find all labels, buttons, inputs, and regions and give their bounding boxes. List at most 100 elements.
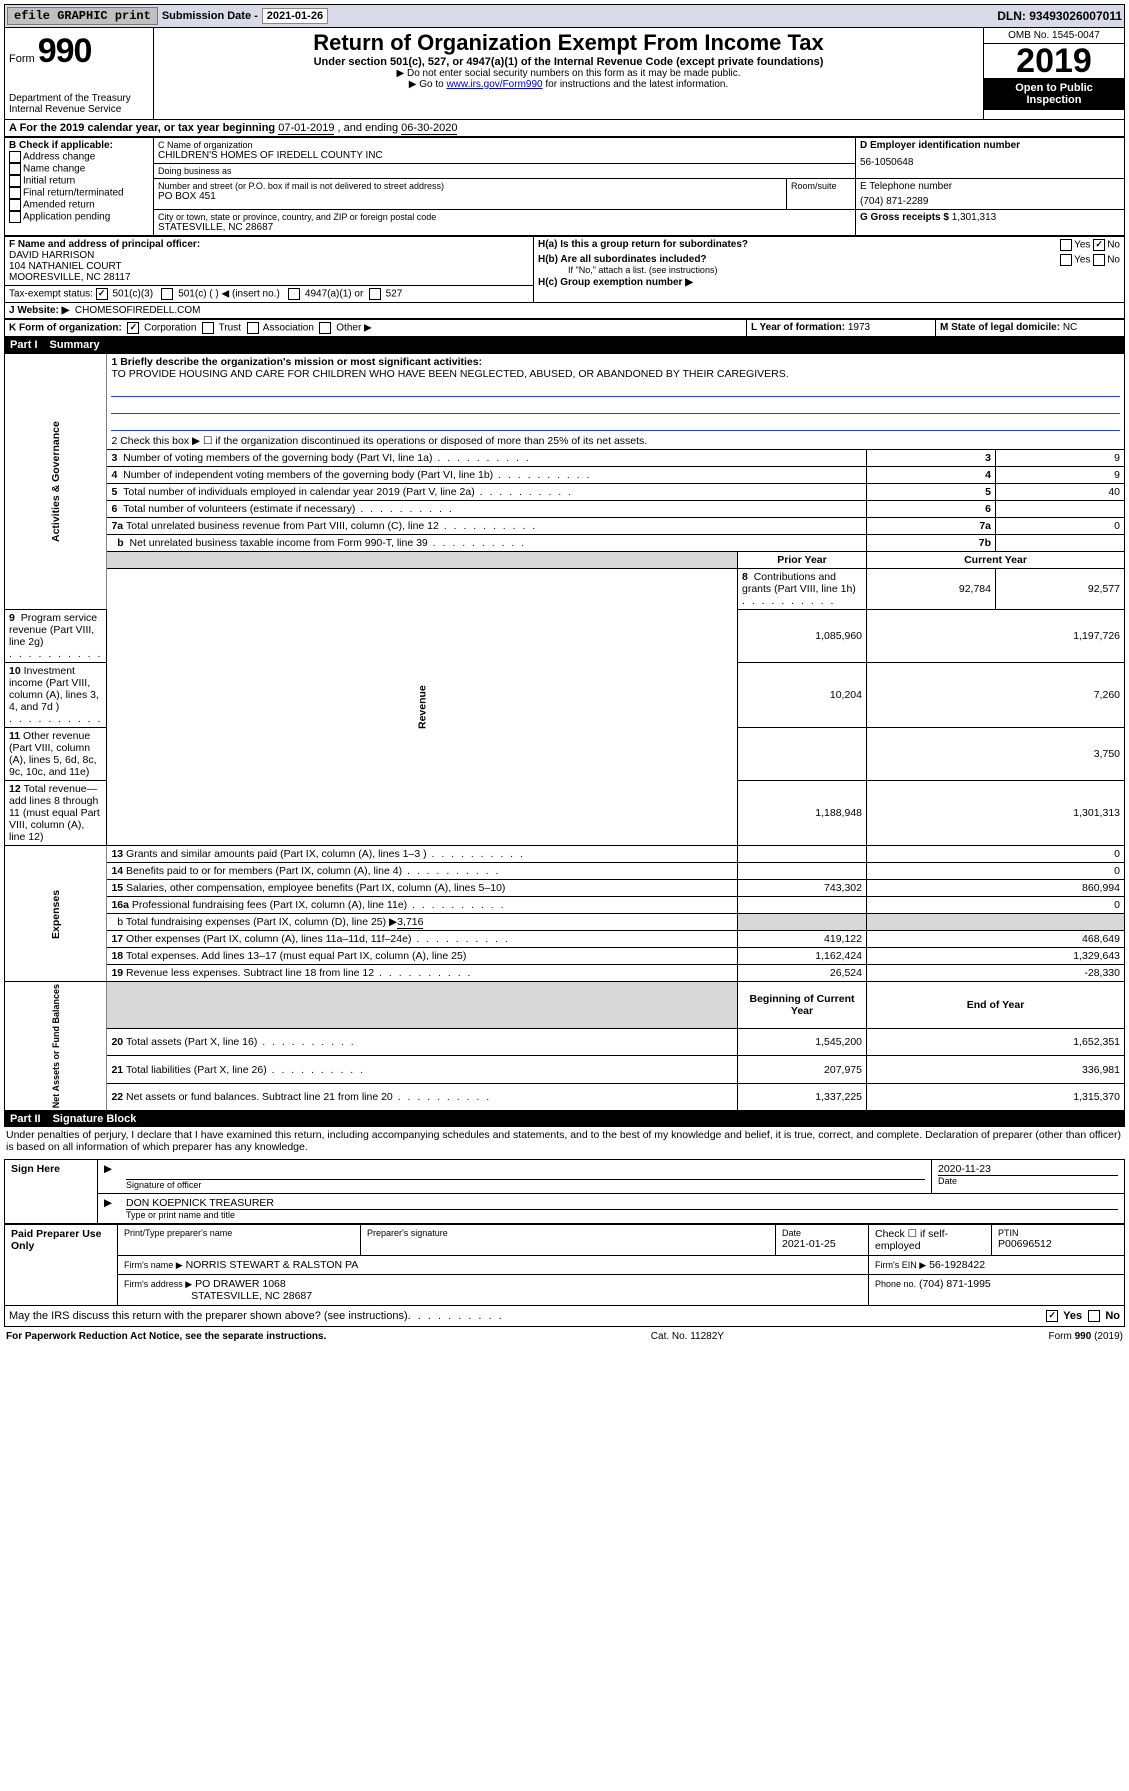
- check-assoc[interactable]: [247, 322, 259, 334]
- b-item-3: Final return/terminated: [23, 188, 124, 199]
- k-trust: Trust: [219, 323, 241, 334]
- rev9-p: 1,085,960: [738, 610, 867, 663]
- discuss-text: May the IRS discuss this return with the…: [9, 1310, 408, 1322]
- n22-t: Net assets or fund balances. Subtract li…: [126, 1091, 393, 1103]
- hdr-end: End of Year: [867, 982, 1125, 1029]
- check-501c[interactable]: [161, 288, 173, 300]
- g-label: G Gross receipts $: [860, 212, 949, 223]
- m-label: M State of legal domicile:: [940, 322, 1060, 333]
- r4-c: 4: [867, 467, 996, 484]
- rev8-p: 92,784: [867, 569, 996, 610]
- check-other[interactable]: [319, 322, 331, 334]
- ha-yes[interactable]: [1060, 239, 1072, 251]
- sig-date-label: Date: [938, 1175, 1118, 1186]
- hb-no-l: No: [1107, 255, 1120, 266]
- firm-addr-label: Firm's address ▶: [124, 1279, 192, 1289]
- efile-button[interactable]: efile GRAPHIC print: [7, 7, 158, 25]
- city: STATESVILLE, NC 28687: [158, 222, 851, 233]
- tax-year-begin: 07-01-2019: [278, 122, 334, 135]
- pp-check: Check ☐ if self-employed: [869, 1225, 992, 1256]
- r4-v: 9: [996, 467, 1125, 484]
- paid-preparer-label: Paid Preparer Use Only: [5, 1225, 118, 1306]
- form-header: Form 990 Department of the Treasury Inte…: [4, 28, 1125, 120]
- submission-date: 2021-01-26: [262, 8, 328, 24]
- hb-yes[interactable]: [1060, 254, 1072, 266]
- check-address-change[interactable]: [9, 151, 21, 163]
- dept-label: Department of the Treasury Internal Reve…: [9, 93, 149, 115]
- type-name-label: Type or print name and title: [126, 1210, 1118, 1220]
- check-501c3[interactable]: [96, 288, 108, 300]
- discuss-yes[interactable]: [1046, 1310, 1058, 1322]
- rev8-t: Contributions and grants (Part VIII, lin…: [742, 571, 856, 595]
- foot-left: For Paperwork Reduction Act Notice, see …: [6, 1331, 326, 1342]
- officer-typed-name: DON KOEPNICK TREASURER: [126, 1197, 1118, 1210]
- e19-p: 26,524: [738, 965, 867, 982]
- check-amended[interactable]: [9, 199, 21, 211]
- e16a-c: 0: [867, 897, 1125, 914]
- e16a-t: Professional fundraising fees (Part IX, …: [132, 899, 407, 911]
- dba-label: Doing business as: [158, 166, 851, 176]
- rev10-c: 7,260: [867, 663, 1125, 728]
- e16b-pre: b Total fundraising expenses (Part IX, c…: [117, 916, 397, 928]
- n20-t: Total assets (Part X, line 16): [126, 1036, 257, 1048]
- phone: (704) 871-2289: [860, 196, 1120, 207]
- officer-addr2: MOORESVILLE, NC 28117: [9, 272, 529, 283]
- ha-yes-l: Yes: [1074, 240, 1090, 251]
- discuss-no[interactable]: [1088, 1310, 1100, 1322]
- d-label: D Employer identification number: [860, 140, 1120, 151]
- firm-name: NORRIS STEWART & RALSTON PA: [186, 1259, 359, 1271]
- i-label: Tax-exempt status:: [9, 289, 93, 300]
- foot-center: Cat. No. 11282Y: [651, 1331, 724, 1342]
- e14-c: 0: [867, 863, 1125, 880]
- check-final-return[interactable]: [9, 187, 21, 199]
- rev8-c: 92,577: [996, 569, 1125, 610]
- firm-phone-label: Phone no.: [875, 1279, 916, 1289]
- vlabel-ag: Activities & Governance: [5, 354, 107, 610]
- submission-label: Submission Date -: [162, 10, 258, 22]
- hdr-curr: Current Year: [867, 552, 1125, 569]
- tax-year-end: 06-30-2020: [401, 122, 457, 135]
- ha-no[interactable]: [1093, 239, 1105, 251]
- check-name-change[interactable]: [9, 163, 21, 175]
- n22-p: 1,337,225: [738, 1083, 867, 1110]
- hc-label: H(c) Group exemption number ▶: [538, 277, 693, 288]
- line-a-mid: , and ending: [338, 122, 402, 134]
- sig-date-val: 2020-11-23: [938, 1163, 1118, 1175]
- check-4947[interactable]: [288, 288, 300, 300]
- hb-no[interactable]: [1093, 254, 1105, 266]
- r7a-c: 7a: [867, 518, 996, 535]
- part-ii-header: Part II Signature Block: [4, 1111, 1125, 1127]
- rev11-c: 3,750: [867, 728, 1125, 781]
- r5-v: 40: [996, 484, 1125, 501]
- check-corp[interactable]: [127, 322, 139, 334]
- e13-c: 0: [867, 846, 1125, 863]
- e16b-val: 3,716: [397, 916, 423, 929]
- check-app-pending[interactable]: [9, 211, 21, 223]
- gross-receipts: 1,301,313: [952, 212, 997, 223]
- k-label: K Form of organization:: [9, 323, 122, 334]
- officer-addr1: 104 NATHANIEL COURT: [9, 261, 529, 272]
- r3-c: 3: [867, 450, 996, 467]
- instructions-link[interactable]: www.irs.gov/Form990: [446, 79, 542, 90]
- rev10-t: Investment income (Part VIII, column (A)…: [9, 665, 99, 713]
- pp-date-label: Date: [782, 1228, 862, 1238]
- ha-label: H(a) Is this a group return for subordin…: [538, 239, 748, 250]
- check-trust[interactable]: [202, 322, 214, 334]
- r7b-c: 7b: [867, 535, 996, 552]
- check-527[interactable]: [369, 288, 381, 300]
- e18-t: Total expenses. Add lines 13–17 (must eq…: [126, 950, 466, 962]
- form-word: Form: [9, 53, 35, 65]
- b-item-5: Application pending: [23, 212, 110, 223]
- b-item-0: Address change: [23, 152, 95, 163]
- i-a1: 4947(a)(1) or: [305, 289, 363, 300]
- r7b-v: [996, 535, 1125, 552]
- e15-c: 860,994: [867, 880, 1125, 897]
- e18-p: 1,162,424: [738, 948, 867, 965]
- state-domicile: NC: [1063, 322, 1077, 333]
- e14-t: Benefits paid to or for members (Part IX…: [126, 865, 402, 877]
- subtitle-1: Under section 501(c), 527, or 4947(a)(1)…: [162, 56, 975, 68]
- rev11-p: [738, 728, 867, 781]
- firm-ein: 56-1928422: [929, 1259, 985, 1271]
- check-initial-return[interactable]: [9, 175, 21, 187]
- r6-t: Total number of volunteers (estimate if …: [123, 503, 355, 515]
